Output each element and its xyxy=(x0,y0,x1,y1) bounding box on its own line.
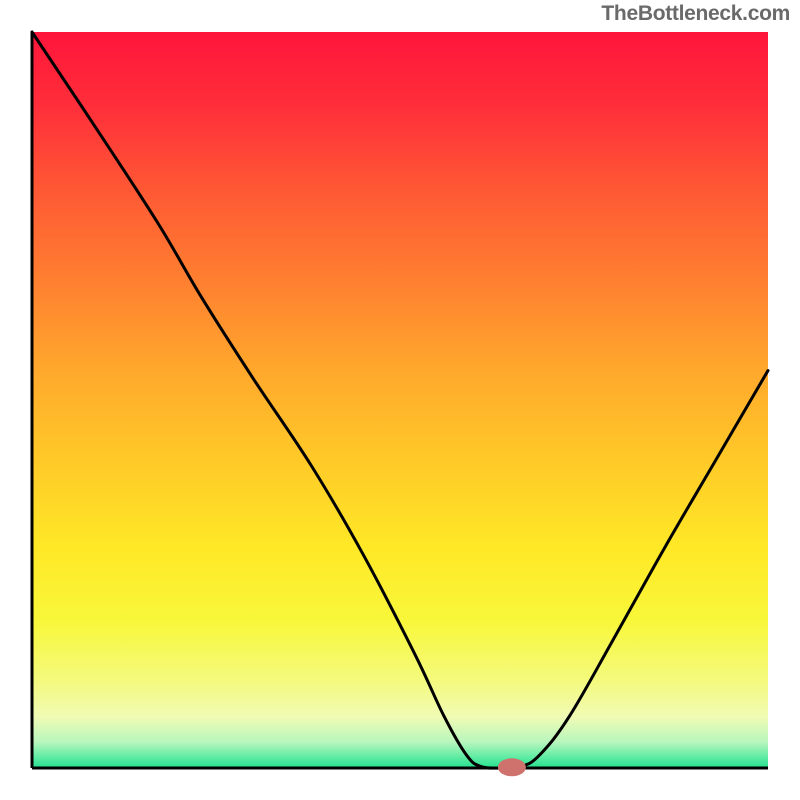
bottleneck-chart xyxy=(0,0,800,800)
attribution-text: TheBottleneck.com xyxy=(601,2,790,26)
chart-container: TheBottleneck.com xyxy=(0,0,800,800)
optimal-point-marker xyxy=(498,758,526,776)
plot-background-gradient xyxy=(32,32,768,768)
